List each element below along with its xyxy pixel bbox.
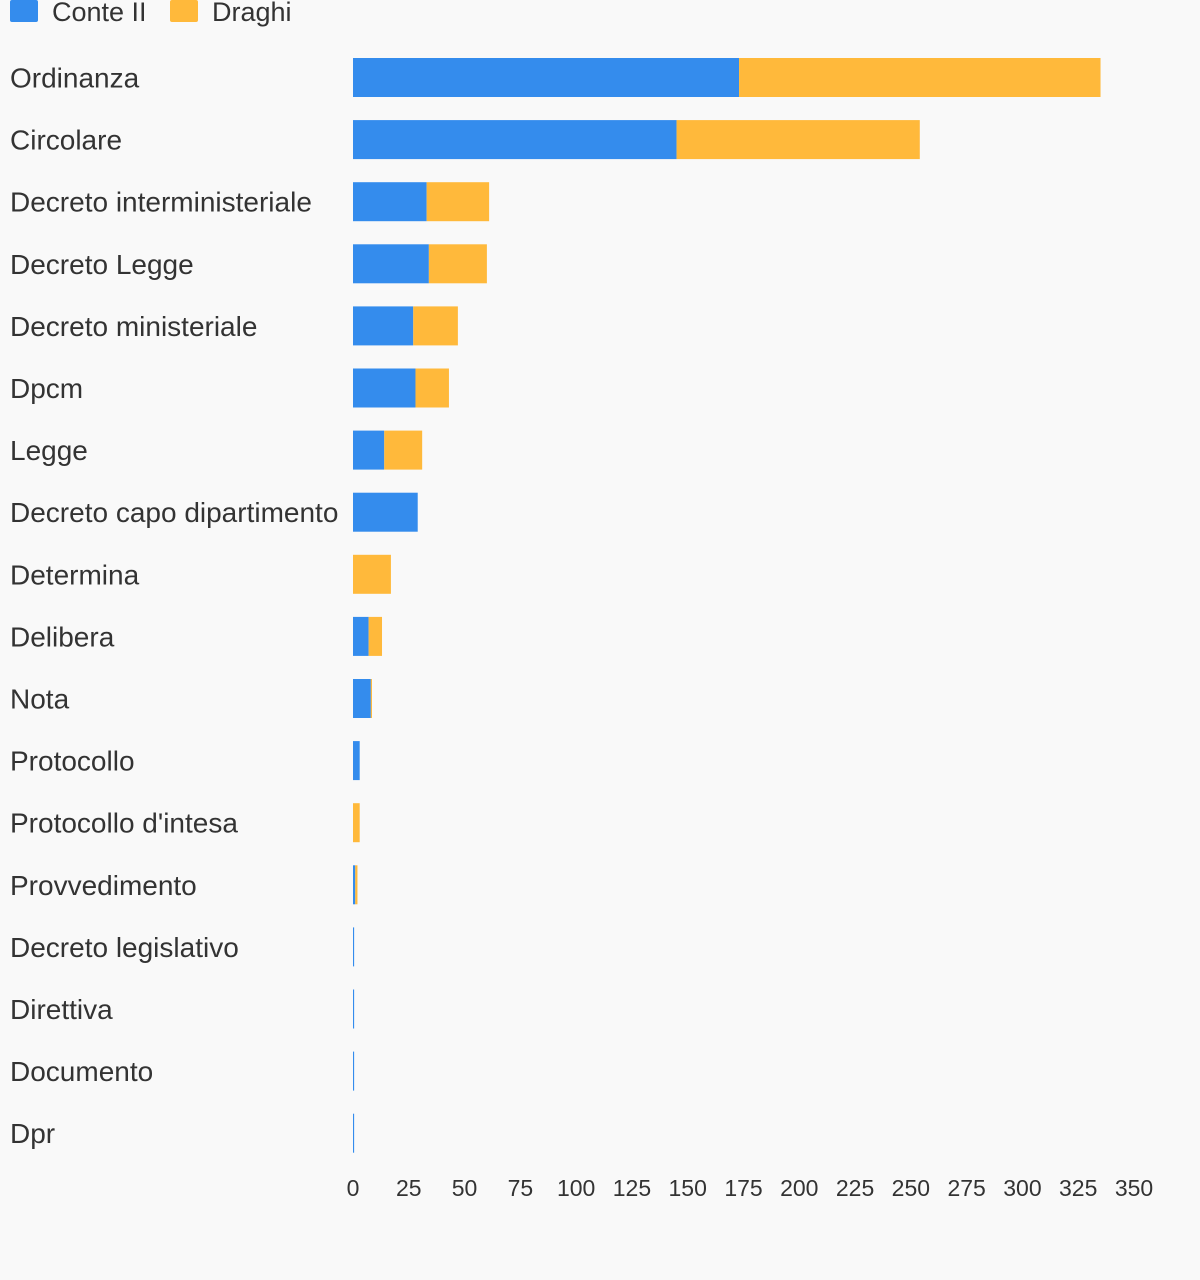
category-label-decreto-legge: Decreto Legge xyxy=(10,249,194,280)
bar-draghi-ordinanza[interactable] xyxy=(739,58,1101,97)
category-label-legge: Legge xyxy=(10,435,88,466)
x-tick-label: 0 xyxy=(347,1175,360,1201)
bar-draghi-decreto-ministeriale[interactable] xyxy=(413,306,458,346)
bar-conte-ii-circolare[interactable] xyxy=(353,120,677,160)
x-tick-label: 200 xyxy=(780,1175,818,1201)
x-tick-label: 25 xyxy=(396,1175,422,1201)
legend-label-conte-ii: Conte II xyxy=(52,0,147,27)
x-tick-label: 350 xyxy=(1115,1175,1153,1201)
category-label-delibera: Delibera xyxy=(10,621,115,652)
category-labels: Ordinanza Circolare Decreto interministeri… xyxy=(10,63,338,1150)
legend: Conte II Draghi xyxy=(10,0,292,27)
category-label-decreto-capo-dipartimento: Decreto capo dipartimento xyxy=(10,497,338,528)
category-label-determina: Determina xyxy=(10,559,140,590)
x-tick-label: 250 xyxy=(892,1175,930,1201)
bar-conte-ii-decreto-ministeriale[interactable] xyxy=(353,306,414,346)
category-label-decreto-legislativo: Decreto legislativo xyxy=(10,932,239,963)
x-tick-label: 325 xyxy=(1059,1175,1097,1201)
category-label-decreto-interministeriale: Decreto interministeriale xyxy=(10,187,312,218)
legend-swatch-draghi xyxy=(170,0,198,22)
bar-draghi-determina[interactable] xyxy=(353,554,391,594)
x-tick-label: 175 xyxy=(724,1175,762,1201)
bar-draghi-decreto-interministeriale[interactable] xyxy=(426,182,490,222)
bar-draghi-delibera[interactable] xyxy=(368,616,383,656)
x-tick-label: 225 xyxy=(836,1175,874,1201)
x-tick-label: 75 xyxy=(508,1175,534,1201)
bar-draghi-circolare[interactable] xyxy=(676,120,920,160)
category-label-documento: Documento xyxy=(10,1056,153,1087)
category-label-direttiva: Direttiva xyxy=(10,994,113,1025)
bar-draghi-provvedimento[interactable] xyxy=(355,865,358,905)
bar-conte-ii-dpcm[interactable] xyxy=(353,368,416,408)
category-label-circolare: Circolare xyxy=(10,125,122,156)
bar-conte-ii-protocollo[interactable] xyxy=(353,741,360,781)
category-label-nota: Nota xyxy=(10,684,70,715)
bar-conte-ii-decreto-interministeriale[interactable] xyxy=(353,182,427,222)
bars xyxy=(353,58,1101,1153)
category-label-dpr: Dpr xyxy=(10,1118,55,1149)
x-tick-label: 50 xyxy=(452,1175,478,1201)
bar-conte-ii-nota[interactable] xyxy=(353,679,371,718)
legend-item-draghi[interactable]: Draghi xyxy=(170,0,292,27)
legend-item-conte-ii[interactable]: Conte II xyxy=(10,0,147,27)
bar-draghi-dpcm[interactable] xyxy=(415,368,449,408)
x-tick-label: 300 xyxy=(1003,1175,1041,1201)
bar-conte-ii-decreto-legge[interactable] xyxy=(353,244,429,284)
bar-conte-ii-dpr[interactable] xyxy=(353,1113,355,1153)
category-label-decreto-ministeriale: Decreto ministeriale xyxy=(10,311,257,342)
legend-swatch-conte-ii xyxy=(10,0,38,22)
bar-conte-ii-provvedimento[interactable] xyxy=(353,865,356,905)
bar-conte-ii-direttiva[interactable] xyxy=(353,989,355,1029)
category-label-protocollo: Protocollo xyxy=(10,746,135,777)
x-axis: 0 25 50 75 100 125 150 175 200 225 250 275 300 325 350 xyxy=(347,1175,1154,1201)
bar-conte-ii-documento[interactable] xyxy=(353,1051,355,1091)
x-tick-label: 100 xyxy=(557,1175,595,1201)
x-tick-label: 275 xyxy=(947,1175,985,1201)
bar-conte-ii-decreto-capo-dipartimento[interactable] xyxy=(353,492,418,532)
bar-draghi-decreto-legge[interactable] xyxy=(428,244,487,284)
category-label-protocollo-d-intesa: Protocollo d'intesa xyxy=(10,808,238,839)
legend-label-draghi: Draghi xyxy=(212,0,292,27)
x-tick-label: 125 xyxy=(613,1175,651,1201)
bar-draghi-nota[interactable] xyxy=(370,679,372,718)
bar-conte-ii-legge[interactable] xyxy=(353,430,385,470)
bar-conte-ii-delibera[interactable] xyxy=(353,616,369,656)
bar-conte-ii-decreto-legislativo[interactable] xyxy=(353,927,355,967)
x-tick-label: 150 xyxy=(669,1175,707,1201)
bar-conte-ii-ordinanza[interactable] xyxy=(353,58,740,97)
bar-draghi-protocollo-d-intesa[interactable] xyxy=(353,803,360,843)
category-label-provvedimento: Provvedimento xyxy=(10,870,197,901)
bar-draghi-legge[interactable] xyxy=(384,430,423,470)
category-label-ordinanza: Ordinanza xyxy=(10,63,140,94)
category-label-dpcm: Dpcm xyxy=(10,373,83,404)
